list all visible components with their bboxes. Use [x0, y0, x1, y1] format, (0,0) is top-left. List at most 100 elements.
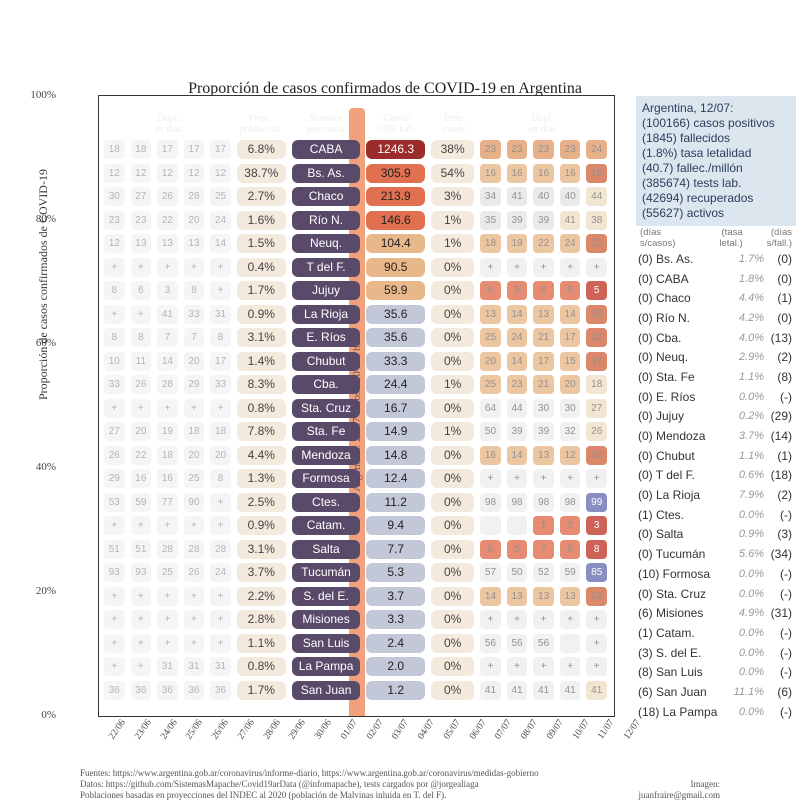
- dupl-right-cell: 39: [507, 211, 528, 230]
- prop-pop-pill: 7.8%: [237, 422, 286, 441]
- xtick: 25/06: [184, 718, 205, 741]
- dupl-left-cell: 12: [157, 164, 178, 183]
- xtick: 02/07: [365, 718, 386, 741]
- dupl-right-cell: 56: [507, 634, 528, 653]
- prop-cases-pill: 1%: [431, 422, 474, 441]
- dupl-left-cell: +: [157, 516, 178, 535]
- dupl-left-cell: 33: [210, 375, 231, 394]
- dupl-right-cell: 5: [560, 281, 581, 300]
- dupl-right-cell: 41: [586, 681, 607, 700]
- rate-pill: 16.7: [366, 399, 425, 418]
- dupl-left-cell: 18: [104, 140, 125, 159]
- dupl-right-cell: 6: [480, 281, 501, 300]
- province-row: 27201918187.8%Sta. Fe14.91%5039393226: [104, 420, 607, 444]
- province-row: +++++0.4%T del F.90.50%+++++: [104, 256, 607, 280]
- rate-pill: 2.0: [366, 657, 425, 676]
- dupl-left-cell: +: [104, 610, 125, 629]
- dupl-left-cell: 10: [104, 352, 125, 371]
- dupl-left-cell: 36: [210, 681, 231, 700]
- prop-cases-pill: 1%: [431, 375, 474, 394]
- dupl-right-cell: [507, 516, 528, 535]
- hdr-dupl-left: Dupl.en días: [109, 113, 229, 135]
- dupl-right-cell: 3: [586, 516, 607, 535]
- dupl-right-cell: +: [586, 469, 607, 488]
- prop-cases-pill: 0%: [431, 281, 474, 300]
- dupl-left-cell: +: [104, 634, 125, 653]
- prop-pop-pill: 1.5%: [237, 234, 286, 253]
- province-row: +++++2.2%S. del E.3.70%1413131313: [104, 585, 607, 609]
- dupl-right-cell: 17: [560, 328, 581, 347]
- dupl-right-cell: 24: [586, 140, 607, 159]
- dupl-right-cell: 52: [533, 563, 554, 582]
- dupl-left-cell: 8: [104, 281, 125, 300]
- dupl-left-cell: 20: [184, 446, 205, 465]
- xtick: 04/07: [416, 718, 437, 741]
- xtick: 07/07: [493, 718, 514, 741]
- dupl-right-cell: 14: [507, 446, 528, 465]
- dupl-left-cell: 17: [210, 352, 231, 371]
- dupl-right-cell: 34: [480, 187, 501, 206]
- right-row: (0) E. Ríos0.0%(-): [638, 387, 794, 407]
- rate-pill: 146.6: [366, 211, 425, 230]
- dupl-right-cell: 57: [480, 563, 501, 582]
- dupl-right-cell: +: [560, 258, 581, 277]
- dupl-left-cell: +: [184, 634, 205, 653]
- province-name-pill: La Pampa: [292, 657, 361, 676]
- prop-pop-pill: 3.7%: [237, 563, 286, 582]
- province-name-pill: Mendoza: [292, 446, 361, 465]
- dupl-right-cell: 16: [560, 164, 581, 183]
- dupl-right-cell: 19: [507, 234, 528, 253]
- province-row: ++4133310.9%La Rioja35.60%1314131415: [104, 303, 607, 327]
- dupl-right-cell: 12: [560, 446, 581, 465]
- hdr-nombre: Nombreprovincia: [291, 113, 361, 135]
- province-name-pill: CABA: [292, 140, 361, 159]
- province-row: 121212121238.7%Bs. As.305.954%1616161616: [104, 162, 607, 186]
- dupl-right-cell: 41: [507, 187, 528, 206]
- prop-cases-pill: 0%: [431, 681, 474, 700]
- province-row: +++++0.8%Sta. Cruz16.70%6444303027: [104, 397, 607, 421]
- xtick: 27/06: [236, 718, 257, 741]
- province-row: +++++0.9%Catam.9.40%133: [104, 514, 607, 538]
- prop-cases-pill: 0%: [431, 563, 474, 582]
- dupl-left-cell: +: [104, 258, 125, 277]
- dupl-left-cell: 13: [131, 234, 152, 253]
- summary-banner: Argentina, 12/07:(100166) casos positivo…: [636, 96, 796, 226]
- dupl-right-cell: +: [533, 469, 554, 488]
- dupl-left-cell: +: [104, 516, 125, 535]
- dupl-left-cell: 20: [184, 211, 205, 230]
- rate-pill: 35.6: [366, 328, 425, 347]
- dupl-left-cell: +: [210, 610, 231, 629]
- ytick: 40%: [36, 461, 56, 473]
- dupl-right-cell: [560, 634, 581, 653]
- dupl-left-cell: 33: [184, 305, 205, 324]
- prop-cases-pill: 0%: [431, 399, 474, 418]
- prop-cases-pill: 0%: [431, 469, 474, 488]
- dupl-right-cell: 8: [560, 540, 581, 559]
- dupl-right-cell: 1: [533, 516, 554, 535]
- right-row: (0) Río N.4.2%(0): [638, 308, 794, 328]
- dupl-right-cell: 6: [480, 540, 501, 559]
- right-row: (8) San Luis0.0%(-): [638, 662, 794, 682]
- dupl-left-cell: 17: [157, 140, 178, 159]
- dupl-left-cell: 16: [157, 469, 178, 488]
- dupl-left-cell: 51: [131, 540, 152, 559]
- rate-pill: 24.4: [366, 375, 425, 394]
- rate-pill: 1.2: [366, 681, 425, 700]
- prop-pop-pill: 2.7%: [237, 187, 286, 206]
- dupl-left-cell: 28: [210, 540, 231, 559]
- dupl-left-cell: 14: [210, 234, 231, 253]
- dupl-right-cell: +: [586, 258, 607, 277]
- province-name-pill: Neuq.: [292, 234, 361, 253]
- dupl-left-cell: 14: [157, 352, 178, 371]
- dupl-left-cell: 31: [210, 657, 231, 676]
- right-headers: (días s/casos) (tasa letal.) (días s/fal…: [636, 226, 796, 249]
- dupl-right-cell: 20: [560, 375, 581, 394]
- dupl-left-cell: +: [104, 399, 125, 418]
- dupl-right-cell: 13: [480, 305, 501, 324]
- dupl-right-cell: 26: [586, 422, 607, 441]
- dupl-right-cell: 15: [560, 352, 581, 371]
- province-name-pill: Misiones: [292, 610, 361, 629]
- prop-cases-pill: 0%: [431, 493, 474, 512]
- dupl-right-cell: 39: [507, 422, 528, 441]
- dupl-left-cell: +: [210, 634, 231, 653]
